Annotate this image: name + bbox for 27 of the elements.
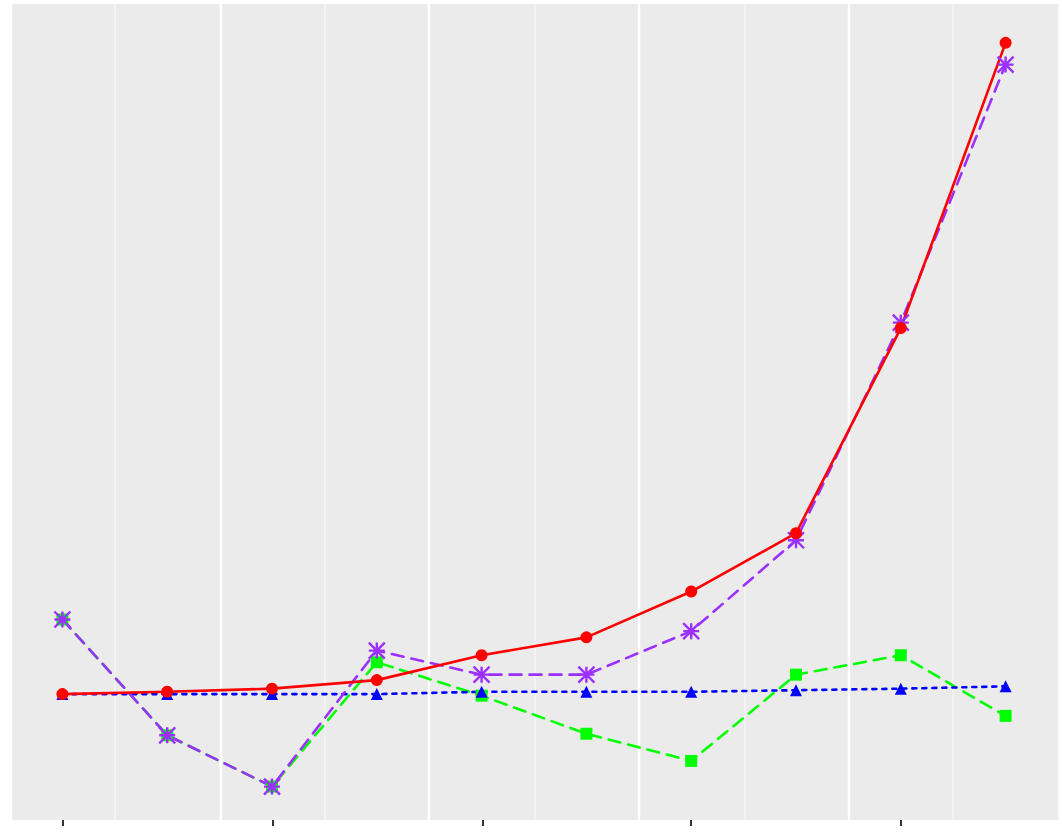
point: [475, 649, 488, 662]
point: [685, 585, 698, 598]
point: [790, 668, 802, 681]
point: [894, 682, 907, 695]
point: [685, 685, 698, 698]
point: [999, 680, 1012, 693]
point: [472, 665, 491, 684]
point: [996, 55, 1015, 74]
point: [682, 621, 701, 641]
point: [685, 754, 698, 767]
point: [580, 727, 593, 740]
point: [894, 649, 907, 662]
point: [580, 685, 593, 698]
point: [999, 709, 1012, 722]
point: [790, 527, 802, 540]
point: [891, 313, 910, 332]
point: [894, 322, 907, 335]
point: [580, 631, 593, 644]
point: [370, 688, 383, 701]
point: [367, 641, 386, 660]
point: [786, 531, 806, 550]
point: [266, 682, 278, 695]
point: [370, 674, 383, 687]
point: [577, 665, 596, 684]
point: [999, 36, 1012, 49]
point: [790, 684, 802, 697]
point: [370, 656, 383, 669]
